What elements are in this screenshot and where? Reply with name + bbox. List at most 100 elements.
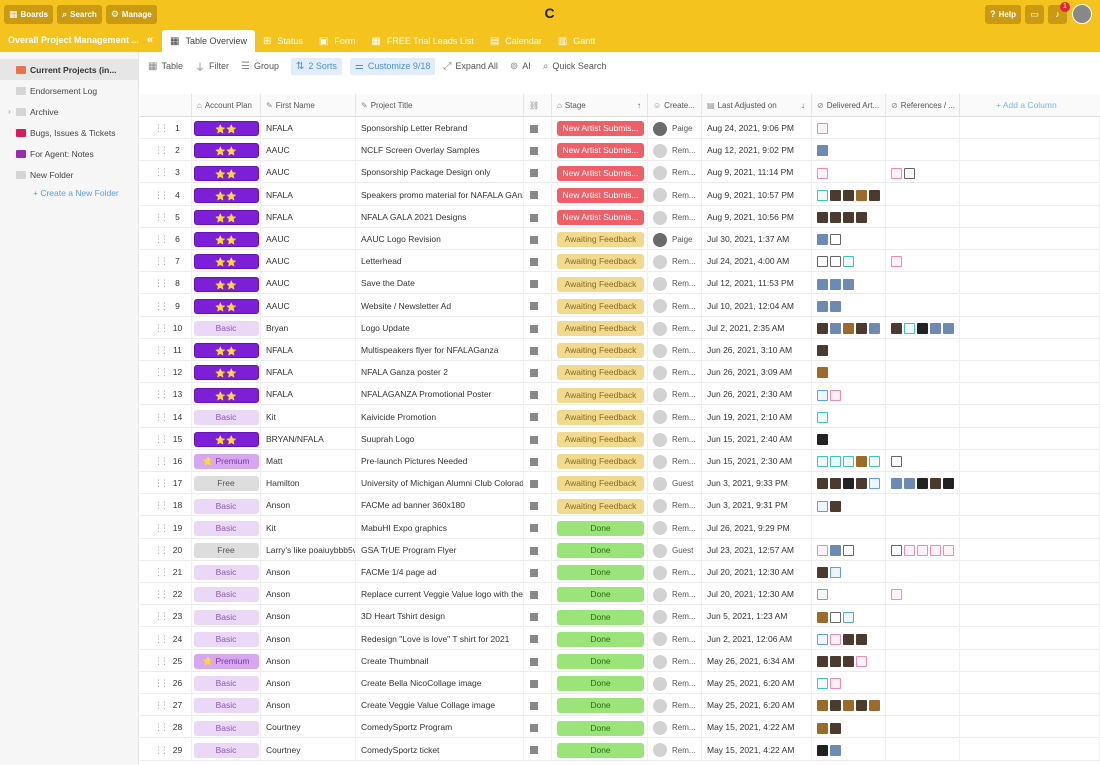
- cell-del[interactable]: [812, 627, 886, 650]
- table-row[interactable]: ⋮⋮ 14 Basic Kit Kaivicide Promotion Awaiting …: [140, 405, 1100, 428]
- attachment-thumbnail-img[interactable]: [817, 567, 828, 579]
- cell-plan[interactable]: Basic: [192, 627, 261, 650]
- header-created[interactable]: ☺ Create...: [648, 94, 702, 117]
- cell-stage[interactable]: Awaiting Feedback: [552, 472, 648, 495]
- cell-stage[interactable]: Done: [552, 583, 648, 606]
- cell-stage[interactable]: New Artist Submis...: [552, 161, 648, 184]
- table-row[interactable]: ⋮⋮ 5 ⭐⭐ NFALA NFALA GALA 2021 Designs New Art…: [140, 205, 1100, 228]
- attachment-thumbnail-img2[interactable]: [817, 234, 828, 246]
- attachment-thumbnail-pdf[interactable]: [830, 633, 841, 645]
- cell-stage[interactable]: Done: [552, 561, 648, 583]
- cell-del[interactable]: [812, 361, 886, 384]
- cell-ref[interactable]: [886, 472, 960, 495]
- cell-plan[interactable]: Basic: [192, 694, 261, 717]
- attachment-thumbnail-img3[interactable]: [856, 189, 867, 201]
- cell-del[interactable]: [812, 427, 886, 450]
- cell-del[interactable]: [812, 205, 886, 228]
- cell-date[interactable]: Jul 24, 2021, 4:00 AM: [702, 250, 812, 273]
- cell-first[interactable]: AAUC: [261, 250, 356, 273]
- drag-handle-icon[interactable]: ⋮⋮: [154, 567, 169, 577]
- cell-link[interactable]: [524, 605, 552, 628]
- cell-creator[interactable]: Rem...: [648, 316, 702, 339]
- cell-stage[interactable]: Awaiting Feedback: [552, 450, 648, 472]
- attachment-thumbnail-img[interactable]: [830, 656, 841, 668]
- attachment-thumbnail-zip[interactable]: [817, 411, 828, 423]
- attachment-thumbnail-pdf[interactable]: [917, 545, 928, 557]
- attachment-thumbnail-pdf[interactable]: [817, 545, 828, 557]
- attachment-thumbnail-ai[interactable]: [817, 633, 828, 645]
- cell-del[interactable]: [812, 250, 886, 273]
- table-view-button[interactable]: ▦ Table: [148, 61, 183, 72]
- cell-plan[interactable]: ⭐⭐: [192, 205, 261, 228]
- cell-first[interactable]: Hamilton: [261, 472, 356, 495]
- drag-handle-icon[interactable]: ⋮⋮: [154, 500, 169, 511]
- cell-stage[interactable]: Done: [552, 605, 648, 628]
- cell-ref[interactable]: [886, 627, 960, 650]
- table-row[interactable]: ⋮⋮ 16 ⭐ Premium Matt Pre-launch Pictures Nee…: [140, 450, 1100, 472]
- cell-ref[interactable]: [886, 450, 960, 472]
- cell-del[interactable]: [812, 494, 886, 517]
- drag-handle-icon[interactable]: ⋮⋮: [154, 411, 169, 422]
- attachment-thumbnail-img[interactable]: [817, 212, 828, 224]
- cell-plan[interactable]: Basic: [192, 672, 261, 694]
- attachment-thumbnail-pdf[interactable]: [891, 256, 902, 268]
- cell-ref[interactable]: [886, 361, 960, 384]
- table-row[interactable]: ⋮⋮ 11 ⭐⭐ NFALA Multispeakers flyer for NFALA…: [140, 339, 1100, 361]
- table-row[interactable]: ⋮⋮ 3 ⭐⭐ AAUC Sponsorship Package Design only…: [140, 161, 1100, 184]
- cell-del[interactable]: [812, 694, 886, 717]
- table-row[interactable]: ⋮⋮ 20 Free Larry's like poaiuybbb5v GSA TrUE…: [140, 538, 1100, 561]
- cell-del[interactable]: [812, 605, 886, 628]
- cell-title[interactable]: Pre-launch Pictures Needed: [356, 450, 524, 472]
- cell-date[interactable]: Jul 20, 2021, 12:30 AM: [702, 583, 812, 606]
- cell-del[interactable]: [812, 272, 886, 295]
- cell-title[interactable]: MabuHI Expo graphics: [356, 516, 524, 539]
- attachment-thumbnail-img3[interactable]: [817, 611, 828, 623]
- cell-link[interactable]: [524, 272, 552, 295]
- cell-creator[interactable]: Rem...: [648, 339, 702, 361]
- cell-title[interactable]: Save the Date: [356, 272, 524, 295]
- attachment-thumbnail-img2[interactable]: [930, 323, 941, 335]
- attachment-thumbnail-img[interactable]: [930, 478, 941, 490]
- attachment-thumbnail-img2[interactable]: [943, 323, 954, 335]
- header-link[interactable]: ⛓: [524, 94, 552, 117]
- attachment-thumbnail-doc[interactable]: [830, 234, 841, 246]
- tab-free-trial-leads-list[interactable]: ▦ FREE Trial Leads List: [363, 30, 482, 52]
- cell-stage[interactable]: Awaiting Feedback: [552, 294, 648, 317]
- cell-title[interactable]: NFALA Ganza poster 2: [356, 361, 524, 384]
- cell-del[interactable]: [812, 117, 886, 139]
- attachment-thumbnail-img[interactable]: [830, 500, 841, 512]
- cell-creator[interactable]: Rem...: [648, 583, 702, 606]
- attachment-thumbnail-img[interactable]: [856, 212, 867, 224]
- add-column-button[interactable]: + Add a Column: [996, 100, 1057, 110]
- cell-first[interactable]: Courtney: [261, 738, 356, 761]
- cell-first[interactable]: Anson: [261, 627, 356, 650]
- cell-title[interactable]: NFALAGANZA Promotional Poster: [356, 383, 524, 406]
- attachment-thumbnail-img3[interactable]: [856, 456, 867, 468]
- cell-link[interactable]: [524, 361, 552, 384]
- attachment-thumbnail-img[interactable]: [843, 189, 854, 201]
- cell-date[interactable]: Aug 9, 2021, 11:14 PM: [702, 161, 812, 184]
- cell-del[interactable]: [812, 583, 886, 606]
- attachment-thumbnail-zip[interactable]: [817, 189, 828, 201]
- cell-first[interactable]: AAUC: [261, 139, 356, 162]
- sorts-button[interactable]: ⇅ 2 Sorts: [290, 57, 342, 75]
- cell-creator[interactable]: Rem...: [648, 250, 702, 273]
- attachment-thumbnail-pdf[interactable]: [856, 656, 867, 668]
- cell-first[interactable]: Anson: [261, 649, 356, 672]
- attachment-thumbnail-dark[interactable]: [817, 434, 828, 446]
- drag-handle-icon[interactable]: ⋮⋮: [154, 589, 169, 600]
- collapse-sidebar-button[interactable]: «: [146, 34, 154, 46]
- cell-stage[interactable]: Done: [552, 694, 648, 717]
- attachment-thumbnail-img2[interactable]: [830, 744, 841, 756]
- cell-stage[interactable]: Awaiting Feedback: [552, 361, 648, 384]
- cell-title[interactable]: AAUC Logo Revision: [356, 228, 524, 250]
- cell-ref[interactable]: [886, 183, 960, 206]
- attachment-thumbnail-img2[interactable]: [869, 323, 880, 335]
- cell-first[interactable]: AAUC: [261, 272, 356, 295]
- sidebar-item-bugs-issues-tickets[interactable]: Bugs, Issues & Tickets: [0, 122, 138, 143]
- attachment-thumbnail-pdf[interactable]: [830, 678, 841, 690]
- cell-ref[interactable]: [886, 672, 960, 694]
- cell-stage[interactable]: Done: [552, 738, 648, 761]
- cell-creator[interactable]: Rem...: [648, 561, 702, 583]
- cell-creator[interactable]: Rem...: [648, 361, 702, 384]
